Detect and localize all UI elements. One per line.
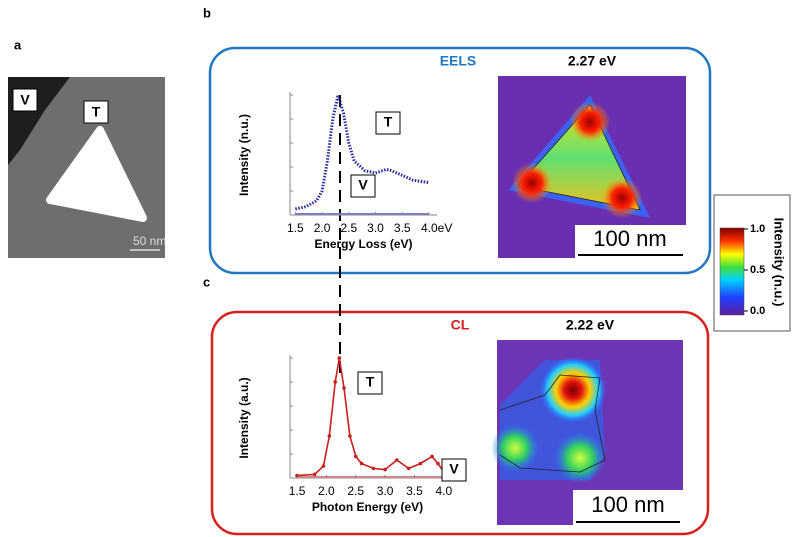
series-label: V [358,177,368,193]
colorbar-tick-label: 1.0 [750,223,765,235]
scale-bar-label: 50 nm [133,234,166,248]
colorbar: Intensity (n.u.) [713,194,791,332]
spectrum-marker [395,458,399,462]
series-label-box [441,458,467,482]
x-tick-label: 3.5 [394,221,411,235]
scale-bar-label: 100 nm [593,226,666,251]
x-tick-label: 4.0eV [421,221,452,235]
region-label: T [92,104,101,120]
scale-bar-label: 100 nm [591,492,664,517]
spectrum-marker [359,461,364,466]
colorbar-tick-label: 0.5 [750,264,765,276]
x-axis-label: Photon Energy (eV) [312,500,423,514]
spectrum-marker [321,464,326,468]
y-axis-label: Intensity (n.u.) [237,114,251,196]
x-tick-label: 1.5 [289,484,306,498]
spectrum-marker [327,434,332,438]
spectrum-marker [333,380,338,384]
x-tick-label: 3.0 [377,484,394,498]
cl-map: 100 nm [491,340,683,525]
spectrum-marker [353,454,358,459]
series-label-box [375,111,401,135]
spectrum-marker [348,434,352,438]
tem-image: V T 50 nm [8,77,166,258]
spectrum-line [295,89,430,211]
map-title: 2.22 eV [566,317,615,333]
panel-label: b [203,5,211,20]
spectrum-marker [342,386,346,390]
series-label: T [384,114,393,130]
spectrum-marker [406,466,411,471]
x-tick-label: 2.0 [318,484,335,498]
y-axis-label: Intensity (a.u.) [237,377,251,458]
map-title: 2.27 eV [568,53,617,69]
x-axis-label: Energy Loss (eV) [314,237,412,251]
series-label-box [357,371,383,395]
series-label: V [449,461,459,477]
x-tick-label: 4.0 [435,484,452,498]
x-tick-label: 2.0 [314,221,331,235]
series-label-box [350,174,376,198]
spectrum-marker [436,461,440,466]
x-tick-label: 3.5 [406,484,423,498]
x-tick-label: 2.5 [347,484,364,498]
eels-title: EELS [440,53,477,69]
panel-label: c [203,274,210,289]
spectrum-marker [430,454,434,459]
colorbar-tick-label: 0.0 [750,305,765,317]
x-tick-label: 2.5 [340,221,357,235]
spectrum-marker [337,356,342,360]
cl-frame [210,310,710,536]
colorbar-title: Intensity (n.u.) [772,218,787,307]
cl-title: CL [451,317,470,333]
spectrum-marker [371,466,376,471]
spectrum-marker [383,467,387,472]
eels-map: 100 nm [498,76,686,258]
spectrum-marker [312,472,317,477]
region-label: V [20,92,30,108]
panel-label: a [14,37,22,52]
x-tick-label: 3.0 [367,221,384,235]
x-tick-label: 1.5 [287,221,304,235]
eels-frame [208,46,712,275]
spectrum-marker [418,461,423,466]
series-label: T [366,374,375,390]
spectrum-line [296,357,445,477]
